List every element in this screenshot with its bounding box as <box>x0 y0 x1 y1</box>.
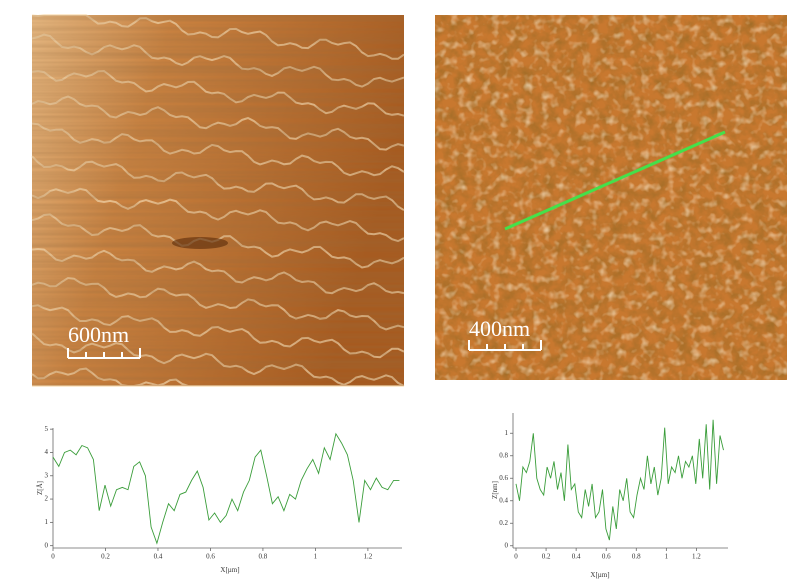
y-tick-label: 0.2 <box>499 519 508 527</box>
x-tick-label: 1 <box>665 553 669 561</box>
x-tick-label: 0.4 <box>154 553 163 561</box>
y-tick-label: 2 <box>45 495 49 503</box>
y-tick-label: 0 <box>45 541 49 549</box>
y-tick-label: 4 <box>45 448 49 456</box>
x-tick-label: 0.4 <box>572 553 581 561</box>
y-tick-label: 5 <box>45 425 49 433</box>
x-tick-label: 0.8 <box>259 553 268 561</box>
y-axis-label: Z[Å] <box>36 481 44 495</box>
x-tick-label: 0 <box>51 553 55 561</box>
afm-image-left: 600nm <box>31 14 405 387</box>
y-axis-label: Z[nm] <box>491 481 499 499</box>
y-tick-label: 0.4 <box>499 496 508 504</box>
x-tick-label: 1 <box>314 553 318 561</box>
x-tick-label: 1.2 <box>364 553 373 561</box>
y-tick-label: 3 <box>45 471 49 479</box>
profile-line <box>515 419 724 541</box>
x-axis-label: X[µm] <box>590 571 609 579</box>
scale-label: 400nm <box>469 316 530 341</box>
x-tick-label: 0.8 <box>632 553 641 561</box>
afm-image-right: 400nm <box>435 15 787 380</box>
x-tick-label: 1.2 <box>692 553 701 561</box>
x-tick-label: 0 <box>514 553 518 561</box>
x-tick-label: 0.2 <box>542 553 551 561</box>
y-tick-label: 0 <box>505 541 509 549</box>
x-axis-label: X[µm] <box>220 566 239 574</box>
y-tick-label: 1 <box>505 429 509 437</box>
y-tick-label: 0.8 <box>499 451 508 459</box>
scale-label: 600nm <box>68 322 129 347</box>
x-tick-label: 0.6 <box>602 553 611 561</box>
y-tick-label: 0.6 <box>499 474 508 482</box>
x-tick-label: 0.6 <box>206 553 215 561</box>
profile-line <box>52 432 400 545</box>
x-tick-label: 0.2 <box>101 553 110 561</box>
y-tick-label: 1 <box>45 518 49 526</box>
